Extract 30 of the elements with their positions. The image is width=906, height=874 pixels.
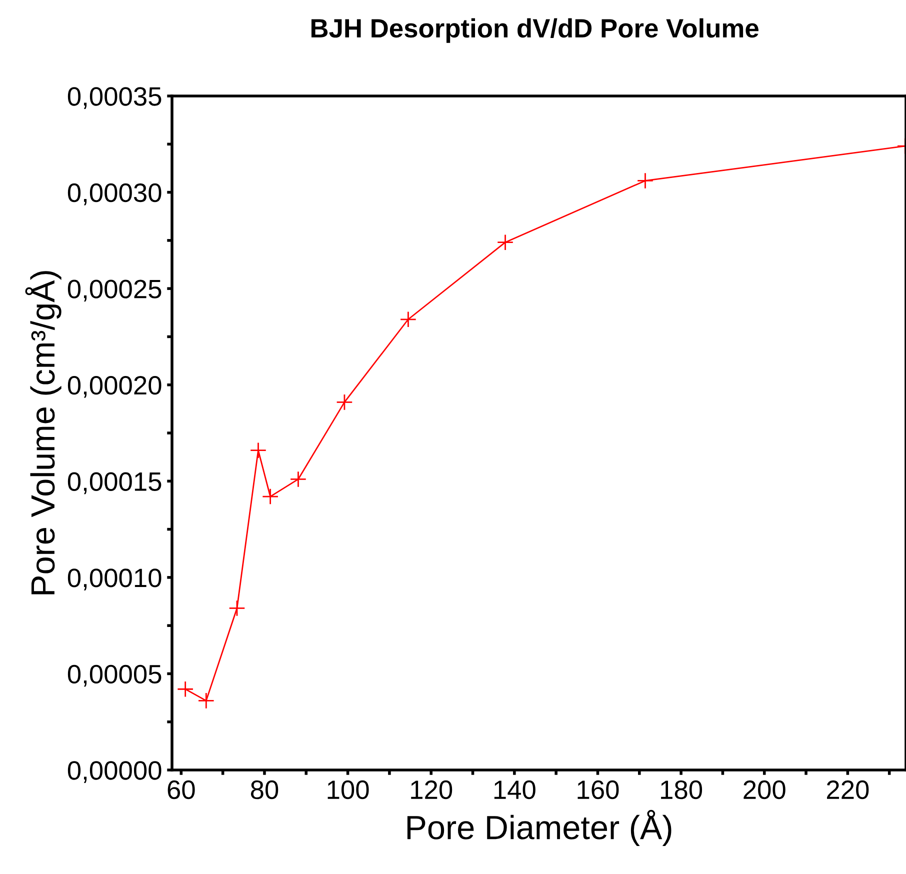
point <box>336 394 353 411</box>
point <box>496 234 514 251</box>
x-tick-label: 220 <box>826 780 869 800</box>
chart-title: BJH Desorption dV/dD Pore Volume <box>311 18 758 43</box>
y-tick-label: 0,00035 <box>68 87 162 109</box>
point <box>250 442 267 459</box>
y-tick-label: 0,00030 <box>68 183 162 206</box>
y-axis-title: Pore Volume (cm³/gÅ) <box>25 271 62 594</box>
x-tick-label: 160 <box>578 780 619 800</box>
point <box>228 600 246 617</box>
x-tick-label: 100 <box>328 780 369 800</box>
y-tick-label: 0,00005 <box>68 664 162 687</box>
x-tick-label: 200 <box>744 780 786 800</box>
point <box>176 680 194 698</box>
x-tick-label: 60 <box>168 780 195 800</box>
x-tick-label: 120 <box>411 780 452 800</box>
y-tick-label: 0,00015 <box>68 472 162 494</box>
point <box>636 172 654 190</box>
point <box>290 470 307 488</box>
y-tick-label: 0,00010 <box>68 568 162 590</box>
y-tick-label: 0,00020 <box>68 376 162 398</box>
point <box>198 692 214 710</box>
point <box>400 311 417 328</box>
x-tick-label: 140 <box>494 780 536 800</box>
y-tick-label: 0,00025 <box>68 280 162 302</box>
x-axis-title: Pore Diameter (Å) <box>407 810 672 846</box>
x-tick-label: 180 <box>661 780 702 800</box>
y-tick-label: 0,00000 <box>68 761 162 783</box>
x-tick-label: 80 <box>250 780 278 800</box>
point <box>262 488 279 505</box>
